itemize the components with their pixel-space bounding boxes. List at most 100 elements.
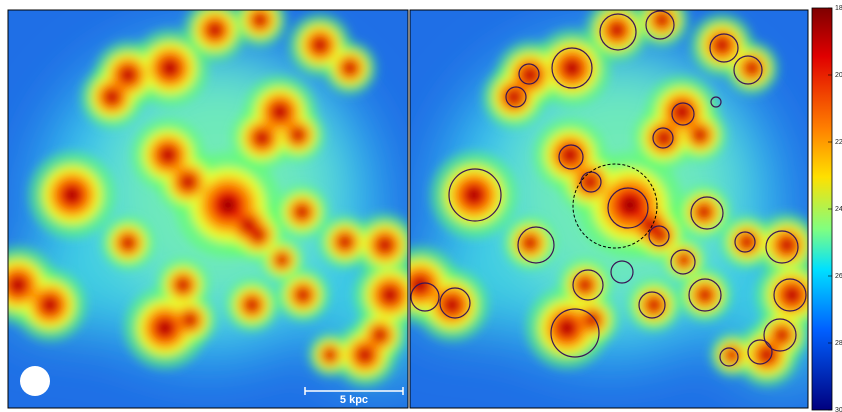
emission-blob <box>220 197 236 213</box>
emission-blob <box>183 177 193 187</box>
colorbar-tick-label: 22 <box>835 139 842 146</box>
emission-blob <box>257 133 267 143</box>
emission-blob <box>762 350 772 360</box>
emission-blob <box>298 208 306 216</box>
emission-blob <box>564 149 576 161</box>
emission-blob <box>299 291 307 299</box>
colorbar-tick-label: 24 <box>835 206 842 213</box>
emission-blob <box>380 240 390 250</box>
emission-blob <box>124 239 132 247</box>
emission-blob <box>743 238 751 246</box>
emission-blob <box>700 208 708 216</box>
contour <box>690 196 724 230</box>
emission-blob <box>748 64 756 72</box>
contour <box>709 33 739 63</box>
contour <box>670 249 696 275</box>
contour <box>765 230 799 264</box>
emission-blob <box>696 131 704 139</box>
emission-blob <box>561 322 573 334</box>
emission-blob <box>414 279 426 291</box>
emission-blob <box>446 299 458 311</box>
emission-blob <box>243 220 253 230</box>
contour <box>505 86 527 108</box>
contour <box>763 318 797 352</box>
emission-blob <box>525 70 535 80</box>
contour <box>645 10 675 40</box>
panel-frame <box>409 9 809 409</box>
emission-blob <box>107 92 117 102</box>
emission-blob <box>274 106 286 118</box>
emission-blob <box>44 299 56 311</box>
emission-blob <box>612 25 622 35</box>
contour <box>410 282 440 312</box>
emission-blob <box>294 131 302 139</box>
emission-blob <box>384 289 396 301</box>
emission-blob <box>778 331 786 339</box>
contour <box>517 226 555 264</box>
emission-blob <box>509 92 519 102</box>
contour <box>610 260 634 284</box>
scale-label: 5 kpc <box>340 394 368 406</box>
beam <box>20 366 50 396</box>
colorbar-ticks: 18 20 22 24 26 28 30 <box>828 5 842 412</box>
emission-blob <box>159 322 171 334</box>
emission-blob <box>256 16 264 24</box>
emission-blob <box>680 256 688 264</box>
emission-blob <box>676 106 688 118</box>
emission-blob <box>717 40 727 50</box>
emission-blob <box>210 25 220 35</box>
emission-blob <box>162 149 174 161</box>
contour <box>747 339 773 365</box>
emission <box>8 10 408 387</box>
right-map <box>410 10 808 408</box>
contour <box>439 287 471 319</box>
emission-blob <box>65 188 79 202</box>
emission-blob <box>164 62 176 74</box>
contour <box>710 96 722 108</box>
contour <box>648 225 670 247</box>
emission <box>410 10 808 387</box>
colorbar-tick-label: 30 <box>835 407 842 412</box>
contour <box>688 278 722 312</box>
emission-blob <box>123 70 133 80</box>
contour <box>572 269 604 301</box>
contour <box>652 127 674 149</box>
colorbar-tick-label: 28 <box>835 340 842 347</box>
colorbar-tick-label: 20 <box>835 72 842 79</box>
contour <box>719 347 739 367</box>
contour <box>734 231 756 253</box>
emission-blob <box>566 62 578 74</box>
contour <box>773 278 807 312</box>
aperture <box>572 163 658 249</box>
left-map <box>8 10 408 408</box>
emission-blob <box>701 291 709 299</box>
contour <box>558 144 584 170</box>
emission-blob <box>786 289 798 301</box>
emission-blob <box>12 279 24 291</box>
emission-blob <box>326 351 334 359</box>
emission-blob <box>526 239 534 247</box>
panel-frame <box>7 9 409 409</box>
emission-blob <box>179 281 187 289</box>
emission-blob <box>656 231 664 239</box>
emission-blob <box>585 177 595 187</box>
emission-blob <box>346 64 354 72</box>
emission-blob <box>278 256 286 264</box>
emission-blob <box>467 188 481 202</box>
emission-blob <box>360 350 370 360</box>
emission-blob <box>650 301 658 309</box>
emission-blob <box>658 16 666 24</box>
contour <box>550 308 600 358</box>
emission-blob <box>315 40 325 50</box>
emission-blob <box>341 238 349 246</box>
emission-blob <box>622 197 638 213</box>
emission-blob <box>728 351 736 359</box>
emission-blob <box>659 133 669 143</box>
emission-blob <box>248 301 256 309</box>
contour <box>599 13 637 51</box>
emission-blob <box>581 281 589 289</box>
contour <box>448 168 502 222</box>
emission-blob <box>782 240 792 250</box>
emission-blob <box>186 316 194 324</box>
colorbar-tick-label: 18 <box>835 5 842 12</box>
